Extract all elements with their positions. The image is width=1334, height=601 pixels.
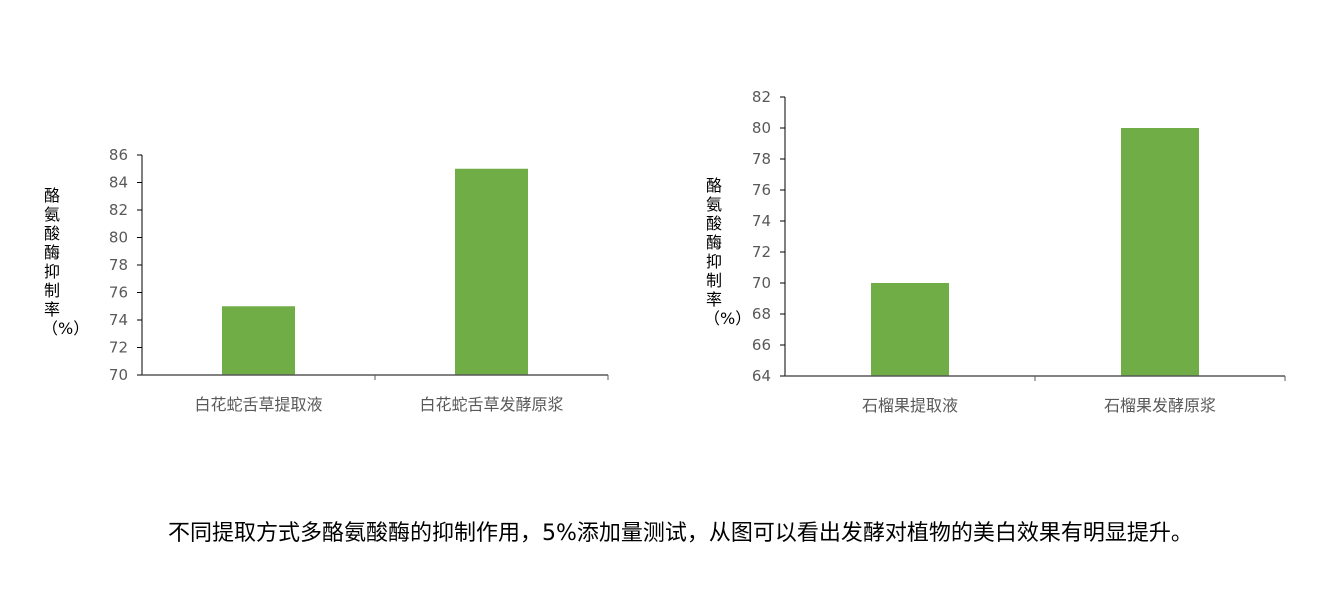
chart1-y-label: 酪氨酸酶抑制率（%） <box>42 186 90 338</box>
chart2-y-label: 酪氨酸酶抑制率（%） <box>704 176 752 328</box>
chart2-y-tick-label: 72 <box>752 243 771 261</box>
chart1-bar-1 <box>222 306 295 375</box>
chart2-y-tick-label: 68 <box>752 305 771 323</box>
chart1-category-label: 白花蛇舌草发酵原浆 <box>419 395 563 414</box>
chart1-y-tick-label: 86 <box>109 146 128 164</box>
chart2-bar-1 <box>871 283 949 376</box>
chart1-y-tick-label: 76 <box>109 284 128 302</box>
chart1-y-tick-label: 80 <box>109 229 128 247</box>
chart1-y-tick-label: 74 <box>109 311 128 329</box>
chart2-y-tick-label: 78 <box>752 150 771 168</box>
chart1-y-tick-label: 82 <box>109 201 128 219</box>
chart2-y-tick-label: 70 <box>752 274 771 292</box>
chart2-category-label: 石榴果提取液 <box>862 396 958 415</box>
chart2-y-tick-label: 74 <box>752 212 771 230</box>
chart1-y-tick-label: 78 <box>109 256 128 274</box>
chart2-category-label: 石榴果发酵原浆 <box>1104 396 1216 415</box>
chart1-bar-2 <box>455 168 528 375</box>
chart1-y-tick-label: 84 <box>109 174 128 192</box>
chart2-y-tick-label: 64 <box>752 367 771 385</box>
chart1-category-label: 白花蛇舌草提取液 <box>194 395 322 414</box>
chart2-bar-2 <box>1121 128 1199 376</box>
chart2-y-tick-label: 82 <box>752 88 771 106</box>
chart1-y-tick-label: 72 <box>109 339 128 357</box>
chart1-y-tick-label: 70 <box>109 366 128 384</box>
chart2-y-tick-label: 76 <box>752 181 771 199</box>
caption-paragraph: 不同提取方式多酪氨酸酶的抑制作用，5%添加量测试，从图可以看出发酵对植物的美白效… <box>168 521 1193 546</box>
chart2-y-tick-label: 66 <box>752 336 771 354</box>
chart2-y-tick-label: 80 <box>752 119 771 137</box>
